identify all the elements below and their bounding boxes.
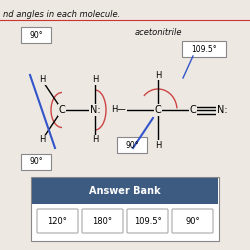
Text: acetonitrile: acetonitrile bbox=[134, 28, 182, 37]
Text: C: C bbox=[58, 105, 66, 115]
Text: 109.5°: 109.5° bbox=[191, 44, 217, 54]
Text: nd angles in each molecule.: nd angles in each molecule. bbox=[3, 10, 120, 19]
Text: Answer Bank: Answer Bank bbox=[89, 186, 161, 196]
FancyBboxPatch shape bbox=[172, 209, 213, 233]
Text: N:: N: bbox=[217, 105, 227, 115]
FancyBboxPatch shape bbox=[32, 178, 218, 204]
FancyBboxPatch shape bbox=[21, 27, 51, 43]
Text: H—: H— bbox=[112, 106, 126, 114]
FancyBboxPatch shape bbox=[127, 209, 168, 233]
Text: 180°: 180° bbox=[92, 216, 112, 226]
FancyBboxPatch shape bbox=[31, 177, 219, 241]
Text: H: H bbox=[92, 76, 98, 84]
Text: N:: N: bbox=[90, 105, 100, 115]
Text: C: C bbox=[190, 105, 196, 115]
Text: 90°: 90° bbox=[185, 216, 200, 226]
Text: H: H bbox=[92, 136, 98, 144]
FancyBboxPatch shape bbox=[82, 209, 123, 233]
Text: H: H bbox=[155, 140, 161, 149]
FancyBboxPatch shape bbox=[182, 41, 226, 57]
Text: 90°: 90° bbox=[29, 30, 43, 40]
FancyBboxPatch shape bbox=[21, 154, 51, 170]
FancyBboxPatch shape bbox=[37, 209, 78, 233]
Text: H: H bbox=[155, 70, 161, 80]
Text: 120°: 120° bbox=[48, 216, 68, 226]
Text: C: C bbox=[154, 105, 162, 115]
Text: H: H bbox=[39, 136, 45, 144]
Text: 109.5°: 109.5° bbox=[134, 216, 162, 226]
Text: H: H bbox=[39, 76, 45, 84]
Text: 90°: 90° bbox=[125, 140, 139, 149]
FancyBboxPatch shape bbox=[117, 137, 147, 153]
Text: 90°: 90° bbox=[29, 158, 43, 166]
